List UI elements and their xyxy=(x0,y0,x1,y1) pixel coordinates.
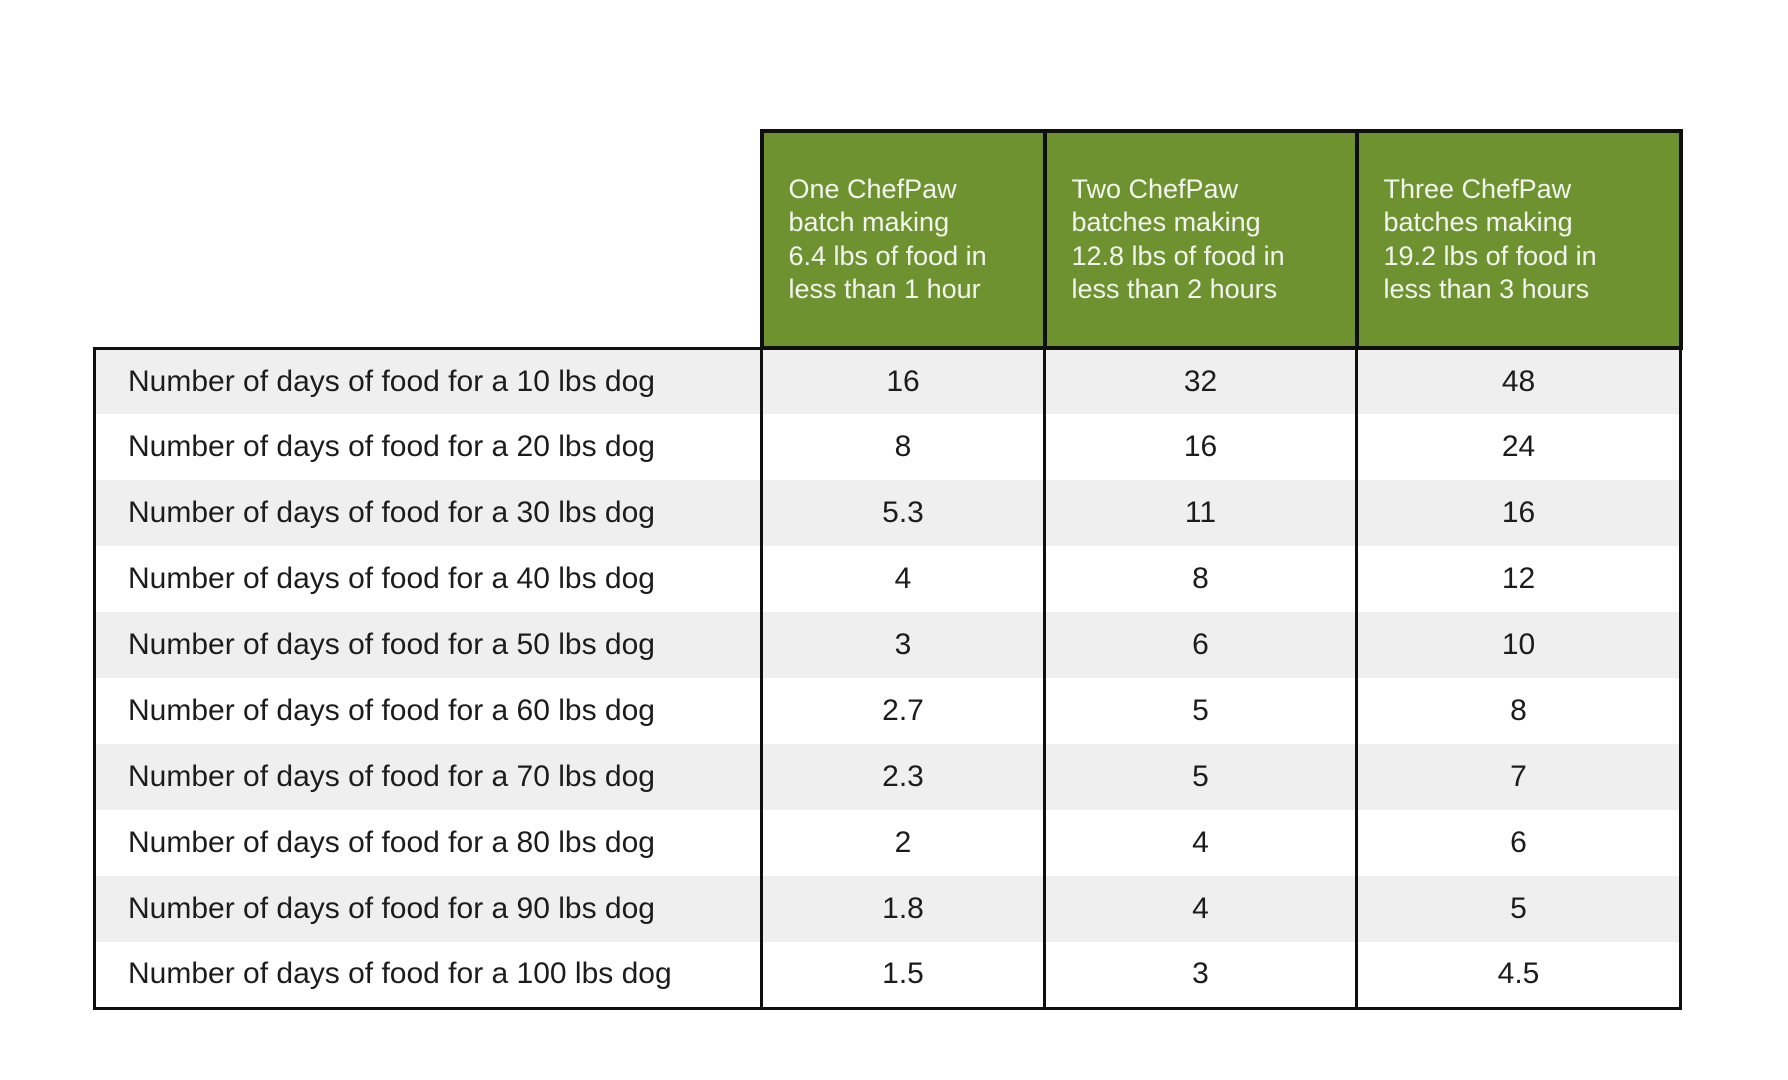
table-row: Number of days of food for a 60 lbs dog … xyxy=(93,678,1682,744)
table-row: Number of days of food for a 40 lbs dog … xyxy=(93,546,1682,612)
value-cell: 8 xyxy=(760,414,1045,480)
value-cell: 24 xyxy=(1355,414,1682,480)
value-cell: 3 xyxy=(1043,942,1357,1010)
table-row: Number of days of food for a 90 lbs dog … xyxy=(93,876,1682,942)
header-line: less than 3 hours xyxy=(1383,274,1590,304)
header-spacer xyxy=(94,131,762,348)
header-col-two-batches: Two ChefPaw batches making 12.8 lbs of f… xyxy=(1042,129,1359,350)
header-line: less than 1 hour xyxy=(788,274,981,304)
table-row: Number of days of food for a 30 lbs dog … xyxy=(93,480,1682,546)
row-label-cell: Number of days of food for a 20 lbs dog xyxy=(93,414,762,480)
table-row: Number of days of food for a 80 lbs dog … xyxy=(93,810,1682,876)
header-line: 12.8 lbs of food in xyxy=(1071,240,1285,271)
header-col-one-batch: One ChefPaw batch making 6.4 lbs of food… xyxy=(759,129,1047,350)
row-label-cell: Number of days of food for a 60 lbs dog xyxy=(93,678,762,744)
value-cell: 8 xyxy=(1355,678,1682,744)
value-cell: 16 xyxy=(1355,480,1682,546)
header-line: 6.4 lbs of food in xyxy=(788,240,987,271)
row-label-cell: Number of days of food for a 50 lbs dog xyxy=(93,612,762,678)
value-cell: 10 xyxy=(1355,612,1682,678)
value-cell: 6 xyxy=(1355,810,1682,876)
value-cell: 11 xyxy=(1043,480,1357,546)
header-line: batches making xyxy=(1383,207,1573,237)
value-cell: 12 xyxy=(1355,546,1682,612)
value-cell: 7 xyxy=(1355,744,1682,810)
table-row: Number of days of food for a 20 lbs dog … xyxy=(93,414,1682,480)
value-cell: 48 xyxy=(1355,346,1682,414)
row-label-cell: Number of days of food for a 90 lbs dog xyxy=(93,876,762,942)
value-cell: 5 xyxy=(1355,876,1682,942)
value-cell: 4.5 xyxy=(1355,942,1682,1010)
row-label-cell: Number of days of food for a 30 lbs dog xyxy=(93,480,762,546)
value-cell: 5.3 xyxy=(760,480,1045,546)
header-line: One ChefPaw xyxy=(788,173,957,204)
row-label-cell: Number of days of food for a 40 lbs dog xyxy=(93,546,762,612)
value-cell: 4 xyxy=(1043,876,1357,942)
value-cell: 1.5 xyxy=(760,942,1045,1010)
header-line: 19.2 lbs of food in xyxy=(1383,240,1597,271)
value-cell: 4 xyxy=(1043,810,1357,876)
header-line: less than 2 hours xyxy=(1071,274,1278,304)
value-cell: 6 xyxy=(1043,612,1357,678)
table-row: Number of days of food for a 50 lbs dog … xyxy=(93,612,1682,678)
value-cell: 4 xyxy=(760,546,1045,612)
header-line: batches making xyxy=(1071,207,1261,237)
table-row: Number of days of food for a 100 lbs dog… xyxy=(93,942,1682,1010)
table-row: Number of days of food for a 10 lbs dog … xyxy=(93,346,1682,414)
row-label-cell: Number of days of food for a 80 lbs dog xyxy=(93,810,762,876)
row-label-cell: Number of days of food for a 70 lbs dog xyxy=(93,744,762,810)
header-row: One ChefPaw batch making 6.4 lbs of food… xyxy=(94,129,1683,350)
value-cell: 2.7 xyxy=(760,678,1045,744)
value-cell: 16 xyxy=(760,346,1045,414)
header-col-three-batches: Three ChefPaw batches making 19.2 lbs of… xyxy=(1354,129,1683,350)
value-cell: 5 xyxy=(1043,744,1357,810)
row-label-cell: Number of days of food for a 10 lbs dog xyxy=(93,346,762,414)
value-cell: 5 xyxy=(1043,678,1357,744)
value-cell: 16 xyxy=(1043,414,1357,480)
value-cell: 8 xyxy=(1043,546,1357,612)
header-line: Three ChefPaw xyxy=(1383,173,1572,204)
row-label-cell: Number of days of food for a 100 lbs dog xyxy=(93,942,762,1010)
table-row: Number of days of food for a 70 lbs dog … xyxy=(93,744,1682,810)
value-cell: 32 xyxy=(1043,346,1357,414)
header-line: batch making xyxy=(788,207,950,237)
value-cell: 3 xyxy=(760,612,1045,678)
value-cell: 2.3 xyxy=(760,744,1045,810)
value-cell: 1.8 xyxy=(760,876,1045,942)
header-line: Two ChefPaw xyxy=(1071,173,1239,204)
value-cell: 2 xyxy=(760,810,1045,876)
feeding-days-table: One ChefPaw batch making 6.4 lbs of food… xyxy=(93,129,1683,1010)
